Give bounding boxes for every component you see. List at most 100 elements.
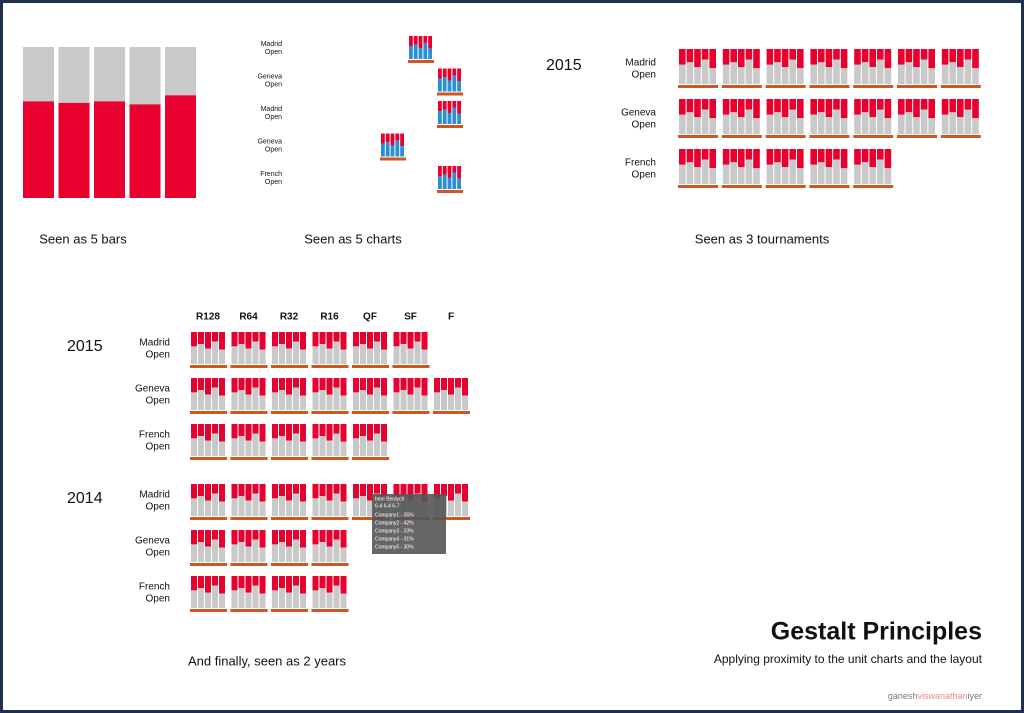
unit-bar xyxy=(238,496,245,516)
unit-bar xyxy=(694,67,701,84)
unit-bar-top xyxy=(326,576,333,593)
unit-bar-top xyxy=(252,424,259,434)
unit-bar xyxy=(367,440,373,456)
bar-background xyxy=(94,47,125,102)
unit-chart xyxy=(940,99,981,138)
unit-chart xyxy=(311,576,349,612)
unit-bar-top xyxy=(205,424,211,441)
unit-bar xyxy=(413,44,418,59)
unit-bar-top xyxy=(319,424,326,437)
unit-chart xyxy=(190,484,227,520)
unit-bar xyxy=(205,348,211,364)
unit-bar-top xyxy=(400,332,407,345)
unit-bar xyxy=(219,501,225,516)
unit-bar xyxy=(877,59,884,84)
court-strip xyxy=(433,517,470,520)
unit-bar-top xyxy=(312,332,319,347)
unit-bar-top xyxy=(286,484,292,501)
unit-bar-top xyxy=(272,530,278,545)
unit-bar-top xyxy=(861,49,869,63)
chart-label: Open xyxy=(265,146,282,153)
unit-chart xyxy=(809,99,850,138)
year-label: 2015 xyxy=(546,57,582,74)
unit-bar-top xyxy=(231,424,238,439)
court-strip xyxy=(897,135,937,138)
unit-bar-top xyxy=(198,576,204,589)
unit-bar-top xyxy=(455,484,461,494)
tournament-label: Madrid xyxy=(139,490,170,501)
unit-bar xyxy=(353,498,359,516)
court-strip xyxy=(380,157,406,161)
unit-chart xyxy=(897,49,937,88)
unit-bar-top xyxy=(259,332,266,350)
unit-bar-top xyxy=(319,332,326,345)
unit-chart xyxy=(352,378,389,414)
court-strip xyxy=(721,135,762,138)
unit-bar xyxy=(191,498,197,516)
year-label: 2014 xyxy=(67,490,103,507)
unit-bar xyxy=(219,593,225,608)
unit-bar xyxy=(300,349,306,364)
unit-bar xyxy=(686,62,694,84)
unit-bar-top xyxy=(231,530,238,545)
unit-bar xyxy=(279,542,285,562)
unit-bar xyxy=(312,544,319,562)
unit-chart xyxy=(271,530,308,566)
unit-chart xyxy=(230,378,268,414)
unit-bar-top xyxy=(340,484,347,502)
unit-chart xyxy=(765,99,806,138)
unit-bar xyxy=(928,68,935,84)
unit-bar-top xyxy=(421,484,428,502)
court-strip xyxy=(765,85,806,88)
credit-part: iyer xyxy=(967,691,982,701)
court-strip xyxy=(809,85,850,88)
unit-bar-top xyxy=(414,378,421,388)
unit-chart xyxy=(380,133,406,161)
unit-bar-top xyxy=(381,378,387,396)
unit-bar-top xyxy=(452,68,457,76)
unit-bar-top xyxy=(219,576,225,594)
court-strip xyxy=(190,411,227,414)
unit-bar xyxy=(447,80,452,92)
unit-bar xyxy=(279,436,285,456)
unit-bar-top xyxy=(949,49,956,63)
unit-bar-top xyxy=(191,484,197,499)
unit-bar-top xyxy=(686,149,694,163)
unit-bar xyxy=(326,394,333,410)
unit-bar-top xyxy=(191,530,197,545)
bar-background xyxy=(129,47,161,105)
unit-chart xyxy=(230,530,268,566)
unit-bar-top xyxy=(272,332,278,347)
court-strip xyxy=(853,185,894,188)
unit-bar-top xyxy=(920,99,928,110)
unit-bar-top xyxy=(730,49,737,63)
unit-bar xyxy=(191,346,197,364)
unit-bar-top xyxy=(381,424,387,442)
unit-bar-top xyxy=(766,99,774,115)
unit-bar xyxy=(462,395,468,410)
unit-chart xyxy=(352,332,389,368)
unit-chart xyxy=(809,149,850,188)
tooltip-line: Company4 - 31% xyxy=(375,536,414,542)
court-strip xyxy=(897,85,937,88)
chart-label: Open xyxy=(265,81,282,88)
unit-bar xyxy=(701,59,709,84)
unit-bar xyxy=(212,341,218,364)
unit-bar-top xyxy=(745,149,753,160)
unit-bar-top xyxy=(833,149,840,160)
chart-label: Madrid xyxy=(261,106,283,113)
unit-bar xyxy=(286,440,292,456)
tournament-label: Geneva xyxy=(135,384,170,395)
tournament-label: Open xyxy=(146,396,170,407)
unit-bar-top xyxy=(319,484,326,497)
unit-bar xyxy=(789,109,796,134)
unit-bar xyxy=(679,64,686,84)
unit-bar-top xyxy=(679,99,686,115)
unit-bar-top xyxy=(259,484,266,502)
unit-bar-top xyxy=(212,378,218,388)
unit-bar-top xyxy=(877,149,884,160)
unit-bar xyxy=(212,493,218,516)
unit-bar xyxy=(326,348,333,364)
unit-bar xyxy=(789,159,796,184)
unit-bar xyxy=(434,392,440,410)
